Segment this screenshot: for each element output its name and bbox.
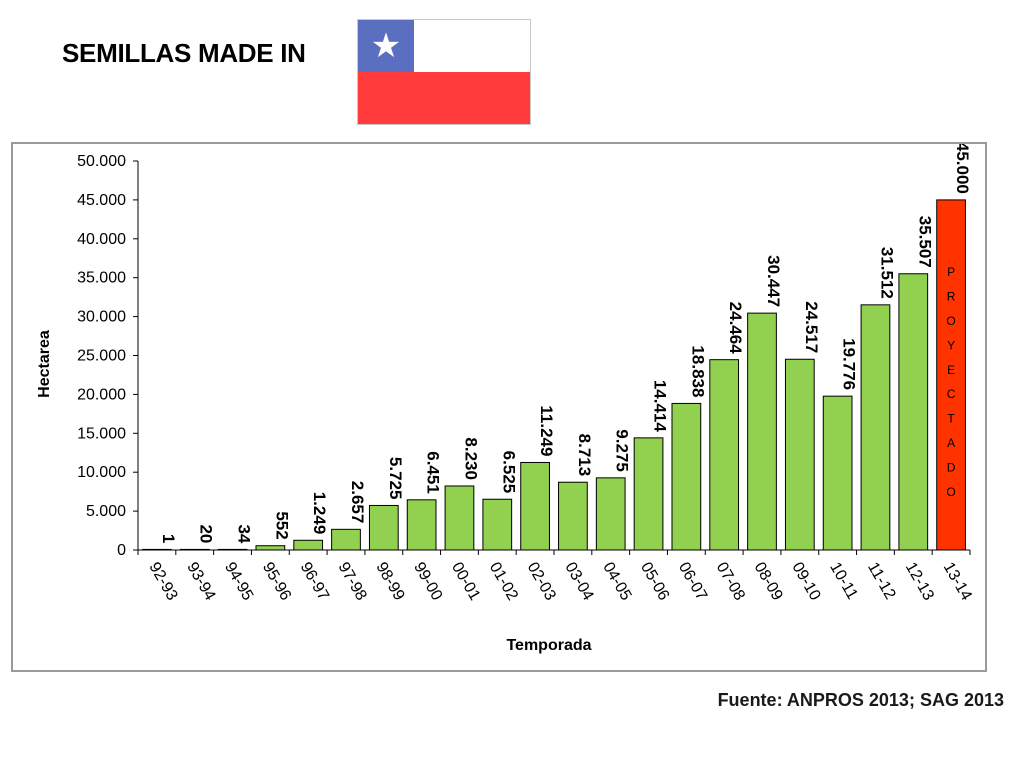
data-label: 1.249 — [310, 492, 329, 535]
x-tick-label: 07-08 — [713, 560, 748, 604]
bar — [898, 273, 929, 551]
projected-letter: P — [947, 265, 955, 279]
bar — [595, 477, 626, 551]
x-tick-label: 99-00 — [410, 560, 445, 604]
x-tick-label: 10-11 — [826, 560, 861, 603]
data-label: 6.451 — [424, 451, 443, 494]
bar — [633, 437, 664, 551]
flag-blue-canton — [358, 20, 414, 72]
bar — [255, 545, 286, 551]
projected-letter: O — [946, 314, 955, 328]
data-label: 9.275 — [613, 429, 632, 472]
x-tick-label: 96-97 — [297, 560, 332, 604]
data-label: 2.657 — [348, 481, 367, 524]
data-label: 14.414 — [651, 380, 670, 433]
y-tick-label: 45.000 — [77, 192, 126, 209]
x-tick-label: 00-01 — [448, 560, 483, 604]
data-label: 45.000 — [953, 144, 972, 194]
x-tick-label: 04-05 — [599, 560, 634, 604]
data-label: 20 — [197, 524, 216, 543]
data-label: 24.464 — [726, 302, 745, 355]
y-axis-title: Hectarea — [36, 330, 53, 398]
x-tick-label: 94-95 — [221, 560, 256, 604]
bar — [406, 499, 437, 551]
x-tick-label: 93-94 — [183, 560, 218, 604]
bar — [482, 498, 513, 551]
data-label: 31.512 — [877, 247, 896, 299]
y-tick-label: 5.000 — [86, 503, 126, 520]
data-label: 8.230 — [461, 437, 480, 480]
y-tick-label: 40.000 — [77, 231, 126, 248]
source-note: Fuente: ANPROS 2013; SAG 2013 — [717, 690, 1004, 710]
bar — [860, 304, 891, 551]
chile-flag-icon: ★ — [358, 20, 530, 124]
bar — [747, 312, 777, 551]
data-label: 11.249 — [537, 405, 556, 456]
bar — [671, 402, 702, 551]
projected-letter: O — [946, 485, 955, 499]
bar — [217, 548, 248, 551]
data-label: 19.776 — [840, 338, 859, 390]
data-label: 24.517 — [802, 301, 821, 353]
projected-letter: A — [947, 436, 955, 450]
data-label: 18.838 — [688, 345, 707, 397]
data-label: 30.447 — [764, 255, 783, 307]
y-tick-label: 10.000 — [77, 464, 126, 481]
x-tick-label: 95-96 — [259, 560, 294, 604]
x-tick-label: 13-14 — [940, 560, 975, 604]
projected-letter: T — [947, 412, 955, 426]
chart-frame: 0 5.000 10.000 15.000 20.000 25.000 30.000 35.0… — [11, 142, 987, 672]
data-label: 35.507 — [915, 216, 934, 268]
bar-chart: 0 5.000 10.000 15.000 20.000 25.000 30.000 35.0… — [36, 144, 975, 654]
projected-letter: E — [947, 363, 955, 377]
y-tick-label: 35.000 — [77, 270, 126, 287]
x-tick-label: 03-04 — [561, 560, 596, 604]
y-tick-label: 50.000 — [77, 153, 126, 170]
data-label: 1 — [159, 534, 178, 543]
data-label: 34 — [235, 524, 254, 543]
x-tick-label: 98-99 — [372, 560, 407, 604]
bar — [520, 461, 550, 551]
x-tick-label: 08-09 — [751, 560, 786, 604]
flag-red-stripe — [358, 72, 530, 124]
bar — [368, 504, 399, 551]
bar — [784, 358, 815, 551]
x-tick-label: 92-93 — [145, 560, 180, 604]
data-label: 8.713 — [575, 434, 594, 477]
bar — [709, 359, 740, 551]
projected-letter: Y — [947, 338, 955, 352]
x-tick-label: 97-98 — [335, 560, 370, 604]
projected-letter: D — [947, 461, 956, 475]
y-tick-label: 0 — [117, 542, 126, 559]
slide-title: SEMILLAS MADE IN — [62, 38, 306, 68]
bar — [444, 485, 475, 551]
x-tick-label: 06-07 — [675, 560, 710, 604]
y-tick-label: 15.000 — [77, 425, 126, 442]
y-tick-label: 25.000 — [77, 348, 126, 365]
x-tick-label: 11-12 — [864, 560, 899, 603]
x-tick-label: 09-10 — [788, 560, 823, 604]
x-tick-label: 01-02 — [486, 560, 521, 604]
x-tick-label: 02-03 — [524, 560, 559, 604]
bar — [558, 481, 588, 551]
x-axis-title: Temporada — [506, 637, 591, 654]
data-label: 6.525 — [499, 451, 518, 494]
star-icon: ★ — [370, 27, 402, 65]
projected-letter: C — [947, 387, 956, 401]
y-tick-label: 30.000 — [77, 309, 126, 326]
x-tick-label: 12-13 — [902, 560, 937, 604]
y-tick-label: 20.000 — [77, 386, 126, 403]
data-label: 5.725 — [386, 457, 405, 500]
bar — [142, 548, 172, 551]
bar — [822, 395, 853, 551]
projected-letter: R — [947, 289, 956, 303]
bar — [331, 528, 361, 551]
bar-projected — [936, 199, 966, 551]
data-label: 552 — [272, 511, 291, 539]
bar — [179, 548, 210, 551]
x-tick-label: 05-06 — [637, 560, 672, 604]
bar — [293, 539, 324, 551]
